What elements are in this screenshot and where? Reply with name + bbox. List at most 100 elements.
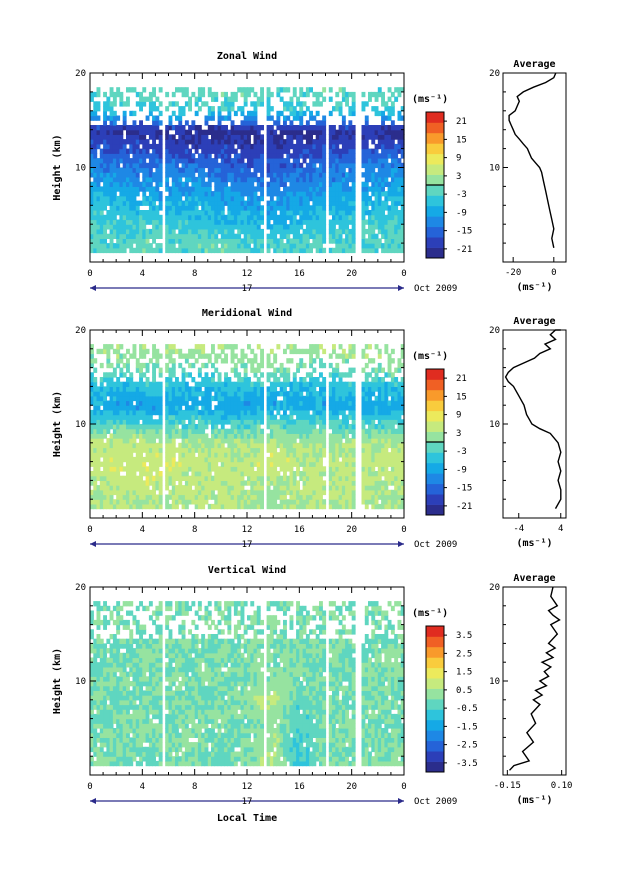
heatmap-cell <box>279 503 284 510</box>
heatmap-cell <box>377 110 382 117</box>
heatmap-cell <box>148 162 153 169</box>
heatmap-cell <box>286 344 291 350</box>
heatmap-cell <box>305 438 310 444</box>
heatmap-cell <box>207 200 212 206</box>
heatmap-cell <box>181 381 186 387</box>
heatmap-cell <box>126 139 130 145</box>
heatmap-cell <box>197 228 202 235</box>
heatmap-cell <box>171 391 176 397</box>
heatmap-cell <box>142 219 147 225</box>
heatmap-cell <box>188 419 192 425</box>
heatmap-cell <box>126 238 130 244</box>
heatmap-cell <box>322 200 327 206</box>
heatmap-cell <box>211 503 215 510</box>
heatmap-cell <box>283 503 287 510</box>
heatmap-cell <box>400 233 405 239</box>
heatmap-cell <box>90 205 94 211</box>
heatmap-cell <box>377 186 382 192</box>
heatmap-cell <box>155 247 160 254</box>
heatmap-cell <box>256 158 261 164</box>
heatmap-cell <box>191 243 196 249</box>
heatmap-cell <box>148 391 153 397</box>
heatmap-cell <box>201 466 206 472</box>
heatmap-cell <box>224 372 228 378</box>
heatmap-cell <box>266 115 271 121</box>
heatmap-cell <box>106 172 111 178</box>
heatmap-cell <box>103 228 107 235</box>
heatmap-cell <box>368 214 372 221</box>
heatmap-cell <box>322 224 327 230</box>
heatmap-cell <box>273 139 278 145</box>
heatmap-cell <box>142 148 147 154</box>
heatmap-cell <box>90 395 94 402</box>
heatmap-cell <box>319 101 323 107</box>
heatmap-cell <box>273 466 278 472</box>
heatmap-cell <box>305 228 310 235</box>
heatmap-cell <box>283 125 287 131</box>
heatmap-cell <box>191 489 196 496</box>
heatmap-cell <box>168 228 173 235</box>
heatmap-cell <box>341 96 346 102</box>
heatmap-cell <box>328 167 333 173</box>
heatmap-cell <box>374 148 379 154</box>
heatmap-cell <box>217 139 222 145</box>
heatmap-cell <box>240 247 245 254</box>
heatmap-cell <box>135 210 140 216</box>
heatmap-cell <box>319 405 323 411</box>
heatmap-cell <box>322 433 327 439</box>
heatmap-cell <box>152 377 156 383</box>
heatmap-cell <box>126 186 130 192</box>
heatmap-cell <box>181 158 186 164</box>
heatmap-cell <box>400 167 405 173</box>
heatmap-cell <box>315 489 320 496</box>
heatmap-cell <box>335 419 340 425</box>
heatmap-cell <box>371 91 376 98</box>
heatmap-cell <box>194 167 199 173</box>
heatmap-cell <box>322 414 327 420</box>
heatmap-cell <box>345 101 349 107</box>
heatmap-cell <box>394 158 399 164</box>
heatmap-cell <box>184 447 189 453</box>
heatmap-cell <box>224 456 228 463</box>
heatmap-cell <box>155 391 160 397</box>
heatmap-cell <box>96 167 101 173</box>
heatmap-cell <box>135 475 140 481</box>
heatmap-cell <box>214 139 219 145</box>
heatmap-cell <box>384 101 389 107</box>
heatmap-cell <box>152 456 156 463</box>
colorbar-segment <box>426 226 444 238</box>
heatmap-cell <box>152 466 156 472</box>
heatmap-cell <box>273 475 278 481</box>
heatmap-cell <box>90 358 94 364</box>
heatmap-cell <box>175 87 179 93</box>
heatmap-cell <box>233 386 238 392</box>
heatmap-cell <box>122 139 127 145</box>
heatmap-cell <box>181 353 186 359</box>
heatmap-cell <box>302 219 307 225</box>
heatmap-cell <box>152 419 156 425</box>
heatmap-cell <box>145 129 150 135</box>
heatmap-cell <box>299 405 304 411</box>
heatmap-cell <box>90 224 94 230</box>
heatmap-cell <box>341 358 346 364</box>
heatmap-cell <box>292 438 297 444</box>
heatmap-cell <box>250 129 255 135</box>
heatmap-cell <box>269 400 274 406</box>
heatmap-cell <box>315 233 320 239</box>
heatmap-cell <box>217 447 222 453</box>
heatmap-cell <box>305 106 310 112</box>
heatmap-cell <box>361 247 366 254</box>
heatmap-cell <box>279 362 284 369</box>
heatmap-cell <box>302 461 307 467</box>
heatmap-cell <box>309 115 313 121</box>
heatmap-cell <box>201 91 206 98</box>
heatmap-cell <box>345 228 349 235</box>
heatmap-cell <box>194 158 199 164</box>
heatmap-cell <box>178 452 183 458</box>
heatmap-cell <box>135 247 140 254</box>
heatmap-cell <box>319 219 323 225</box>
heatmap-cell <box>256 214 261 221</box>
heatmap-cell <box>394 210 399 216</box>
heatmap-cell <box>145 148 150 154</box>
